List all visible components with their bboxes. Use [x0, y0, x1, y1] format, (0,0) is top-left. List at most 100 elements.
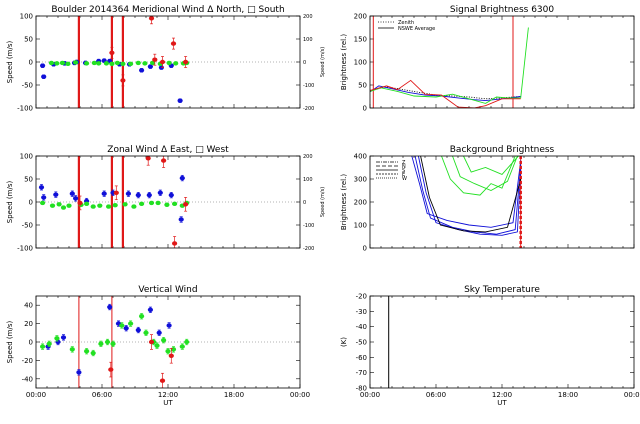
data-point-blue [41, 195, 47, 200]
data-point-green [122, 202, 128, 207]
data-point-green [165, 349, 171, 354]
data-point-green [142, 61, 148, 66]
y-axis-label: Speed (m/s) [6, 181, 14, 224]
data-point-red [108, 367, 114, 372]
x-tick-label: 18:00 [224, 391, 244, 399]
data-point-green [143, 330, 149, 335]
y-tick-label: -20 [356, 293, 367, 301]
series-line-blue-1 [411, 156, 522, 228]
data-point-blue [157, 190, 163, 195]
y-tick-label-right: 200 [303, 154, 313, 160]
y-tick-label: 20 [24, 320, 33, 328]
data-point-blue [69, 191, 75, 196]
data-point-green [65, 61, 71, 67]
x-axis-label: UT [497, 399, 507, 407]
y-tick-label-right: -200 [303, 106, 314, 112]
legend-label: E [402, 172, 405, 178]
panel-vertical: Vertical Wind Speed (m/s) UT -40 -20 0 20 40 00:… [6, 285, 310, 407]
y-tick-label: 0 [363, 245, 367, 253]
data-point-green [110, 341, 116, 347]
axes-frame [35, 295, 301, 389]
y-tick-label: 200 [354, 199, 367, 207]
data-point-blue [55, 339, 61, 345]
data-point-red [159, 378, 166, 383]
data-point-blue [135, 192, 141, 198]
data-point-red [159, 59, 166, 65]
y-tick-label: 0 [363, 105, 367, 113]
data-point-blue [53, 192, 59, 197]
data-point-green [173, 61, 179, 66]
y-axis-label-right: Speed (m/s) [320, 47, 326, 77]
data-point-blue [40, 63, 46, 68]
y-tick-label: 100 [354, 222, 367, 230]
plot-area [411, 156, 522, 248]
data-point-green [54, 336, 60, 341]
legend-label: N [402, 164, 406, 170]
y-tick-label-right: 100 [303, 177, 313, 183]
x-tick-label: 06:00 [426, 391, 446, 399]
data-point-green [184, 339, 190, 345]
data-point-blue [60, 335, 67, 340]
y-tick-label-right: 200 [303, 14, 313, 20]
data-point-green [119, 323, 125, 328]
y-tick-label-right: -100 [303, 223, 314, 229]
data-point-blue [107, 304, 113, 310]
data-point-green [112, 203, 118, 208]
y-axis-label: Speed (m/s) [6, 321, 14, 364]
y-tick-label: 50 [24, 176, 33, 184]
y-axis-label: Speed (m/s) [6, 41, 14, 84]
data-point-blue [125, 191, 131, 196]
data-point-green [161, 337, 167, 343]
data-point-blue [168, 192, 174, 198]
y-tick-label-right: 100 [303, 37, 313, 43]
data-point-green [128, 61, 134, 67]
legend-label: W [402, 176, 407, 182]
y-tick-label: 0 [29, 339, 33, 347]
data-point-green [84, 201, 90, 207]
y-tick-label: 300 [354, 176, 367, 184]
plot-area [36, 296, 300, 388]
x-tick-label: 06:00 [92, 391, 112, 399]
data-point-green [114, 60, 120, 66]
y-tick-label: -50 [356, 339, 367, 347]
y-tick-label: -40 [356, 323, 367, 331]
x-tick-label: 12:00 [492, 391, 512, 399]
data-point-blue [178, 217, 184, 222]
data-point-blue [147, 307, 153, 312]
y-tick-label: -80 [356, 385, 367, 393]
y-tick-label: 50 [358, 82, 367, 90]
data-point-blue [73, 196, 79, 201]
y-tick-label: -50 [22, 222, 33, 230]
y-tick-label: -50 [22, 82, 33, 90]
series-line-Zenith [370, 86, 521, 100]
series-line-green [370, 27, 529, 104]
data-point-green [69, 347, 75, 352]
y-tick-label: -60 [356, 354, 367, 362]
panel-zonal: Zonal Wind Δ East, □ West Speed (m/s) Spee… [6, 145, 326, 253]
y-tick-label: 150 [354, 36, 367, 44]
y-axis-label: Brightness (rel.) [340, 34, 348, 90]
legend-label: NSWE Average [398, 26, 435, 32]
data-point-green [172, 201, 178, 207]
data-point-green [56, 202, 62, 207]
data-point-green [90, 350, 96, 356]
data-point-red [148, 339, 155, 345]
data-point-green [109, 61, 115, 67]
data-point-green [164, 202, 170, 207]
x-axis-label: UT [163, 399, 173, 407]
axes-frame [35, 15, 301, 109]
data-point-blue [76, 370, 82, 375]
chart-title: Vertical Wind [138, 285, 197, 295]
data-point-green [104, 339, 111, 345]
data-point-green [96, 61, 102, 66]
data-point-green [150, 60, 156, 66]
legend-label: Zenith [398, 20, 414, 26]
legend-label: S [402, 168, 405, 174]
data-point-red [172, 241, 178, 246]
y-tick-label-right: -100 [303, 83, 314, 89]
plot-area [36, 156, 300, 248]
data-point-green [59, 60, 65, 66]
data-point-blue [156, 330, 162, 335]
data-point-blue [179, 175, 185, 181]
data-point-blue [139, 68, 145, 73]
